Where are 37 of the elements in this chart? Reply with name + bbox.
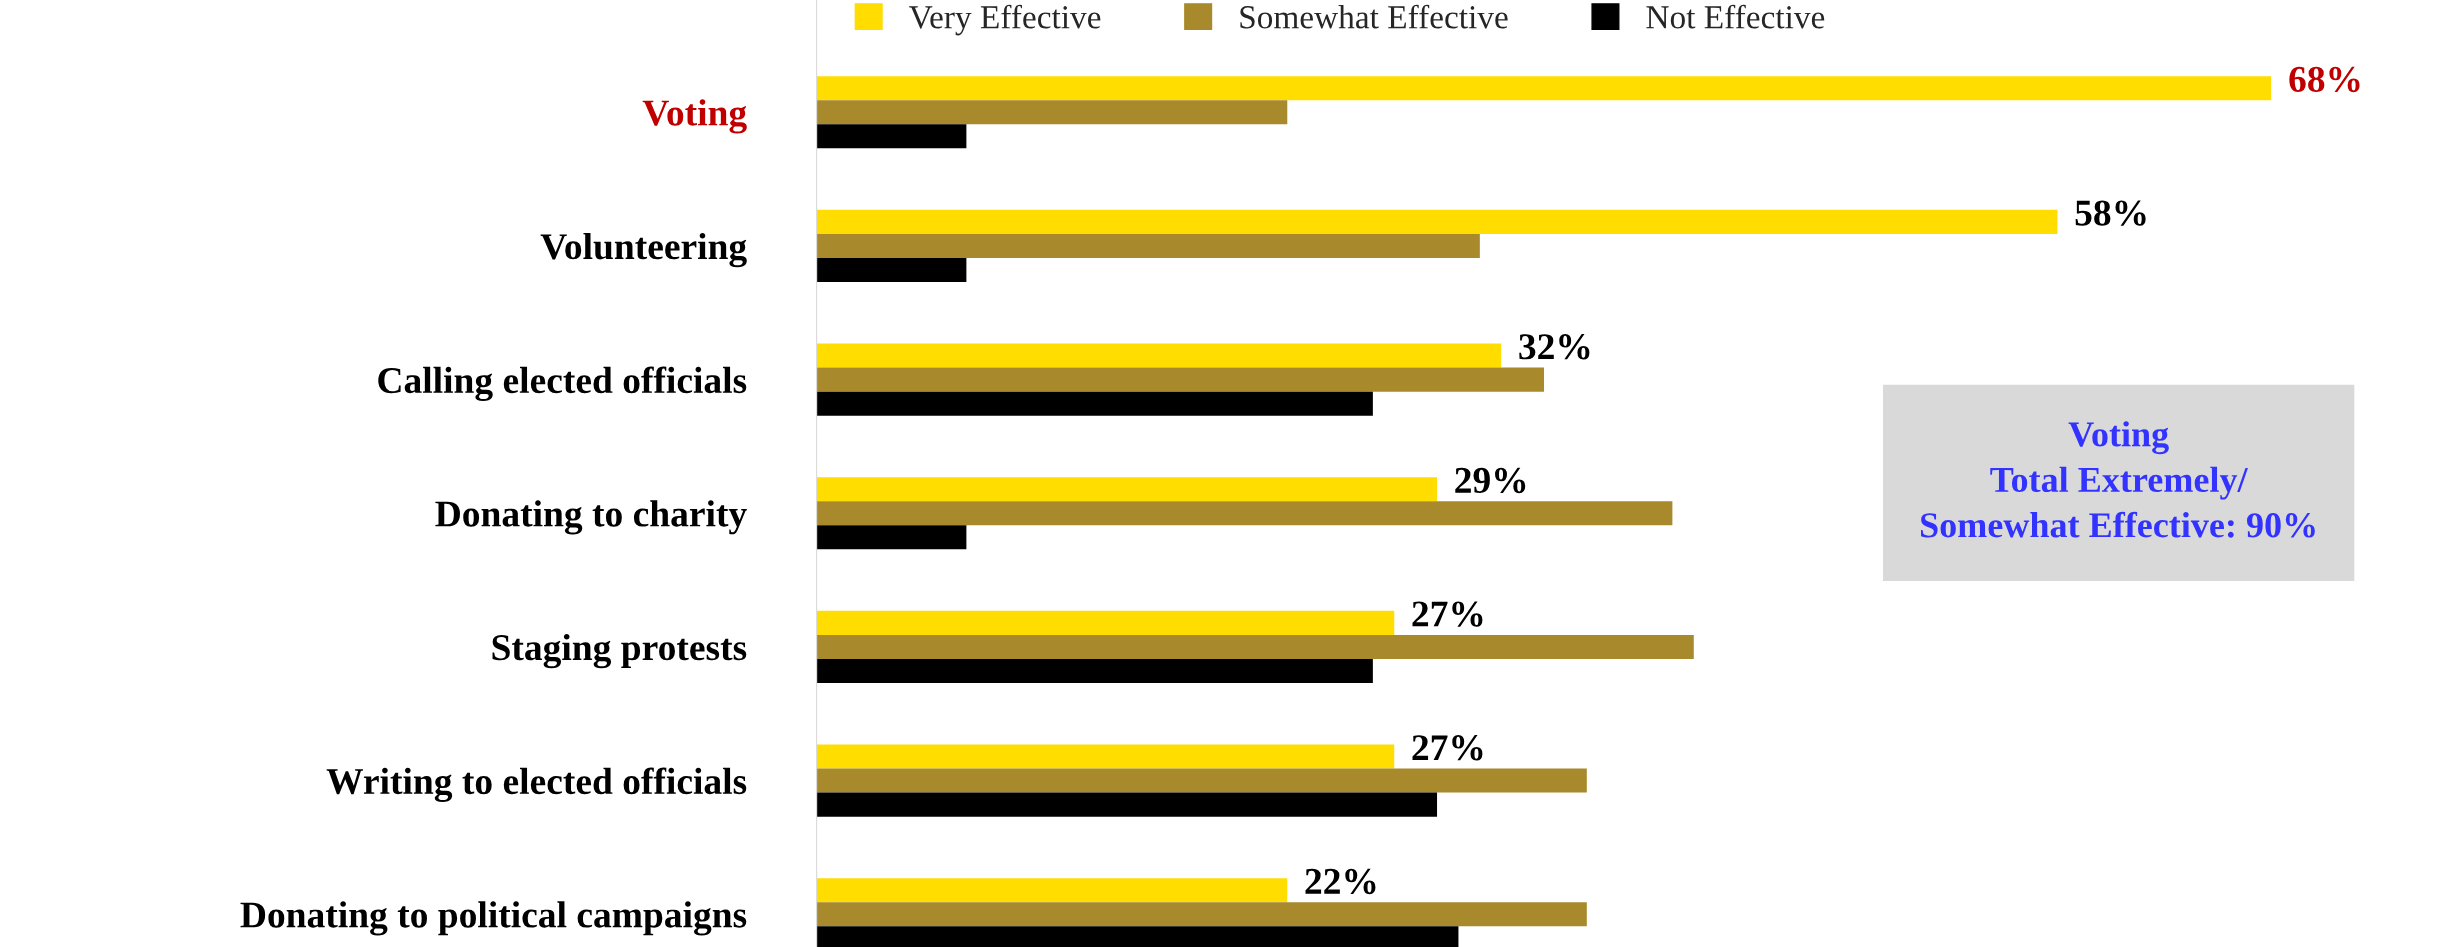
bar [816, 744, 1395, 769]
bar [816, 233, 1480, 258]
legend-label: Not Effective [1646, 4, 1825, 29]
y-tick-label: Writing to elected officials [326, 767, 747, 803]
bar [816, 610, 1395, 635]
bar [816, 391, 1373, 416]
data-label: 58% [2075, 200, 2146, 226]
legend-label: Somewhat Effective [1240, 4, 1508, 29]
y-tick-label: Voting [642, 99, 747, 134]
bar [816, 525, 967, 550]
bar [816, 367, 1545, 392]
bar [816, 768, 1587, 793]
data-label: 22% [1305, 868, 1376, 895]
bar [816, 792, 1438, 817]
legend-label: Very Effective [909, 4, 1101, 36]
data-label: 27% [1412, 735, 1483, 761]
data-label: 68% [2289, 66, 2360, 93]
y-tick-label: Donating to charity [435, 500, 747, 535]
bar [816, 209, 2058, 234]
bar [816, 658, 1373, 684]
bar [816, 501, 1673, 526]
y-tick-label: Volunteering [540, 232, 747, 268]
y-tick-label: Staging protests [492, 633, 747, 669]
bar [816, 878, 1288, 903]
data-label: 29% [1455, 467, 1526, 494]
bar [816, 634, 1694, 659]
bar [816, 124, 967, 149]
annotation: Voting Total Extremely/ Somewhat Effective: 90% [1921, 421, 2315, 538]
bar [816, 257, 967, 283]
bar [816, 343, 1502, 368]
data-label: 27% [1412, 601, 1483, 627]
bar [816, 477, 1438, 502]
bar [816, 100, 1288, 125]
y-tick-label: Calling elected officials [378, 366, 747, 402]
y-tick-label: Donating to political campaigns [240, 901, 747, 936]
data-label: 32% [1519, 334, 1590, 360]
bar [816, 76, 2272, 101]
